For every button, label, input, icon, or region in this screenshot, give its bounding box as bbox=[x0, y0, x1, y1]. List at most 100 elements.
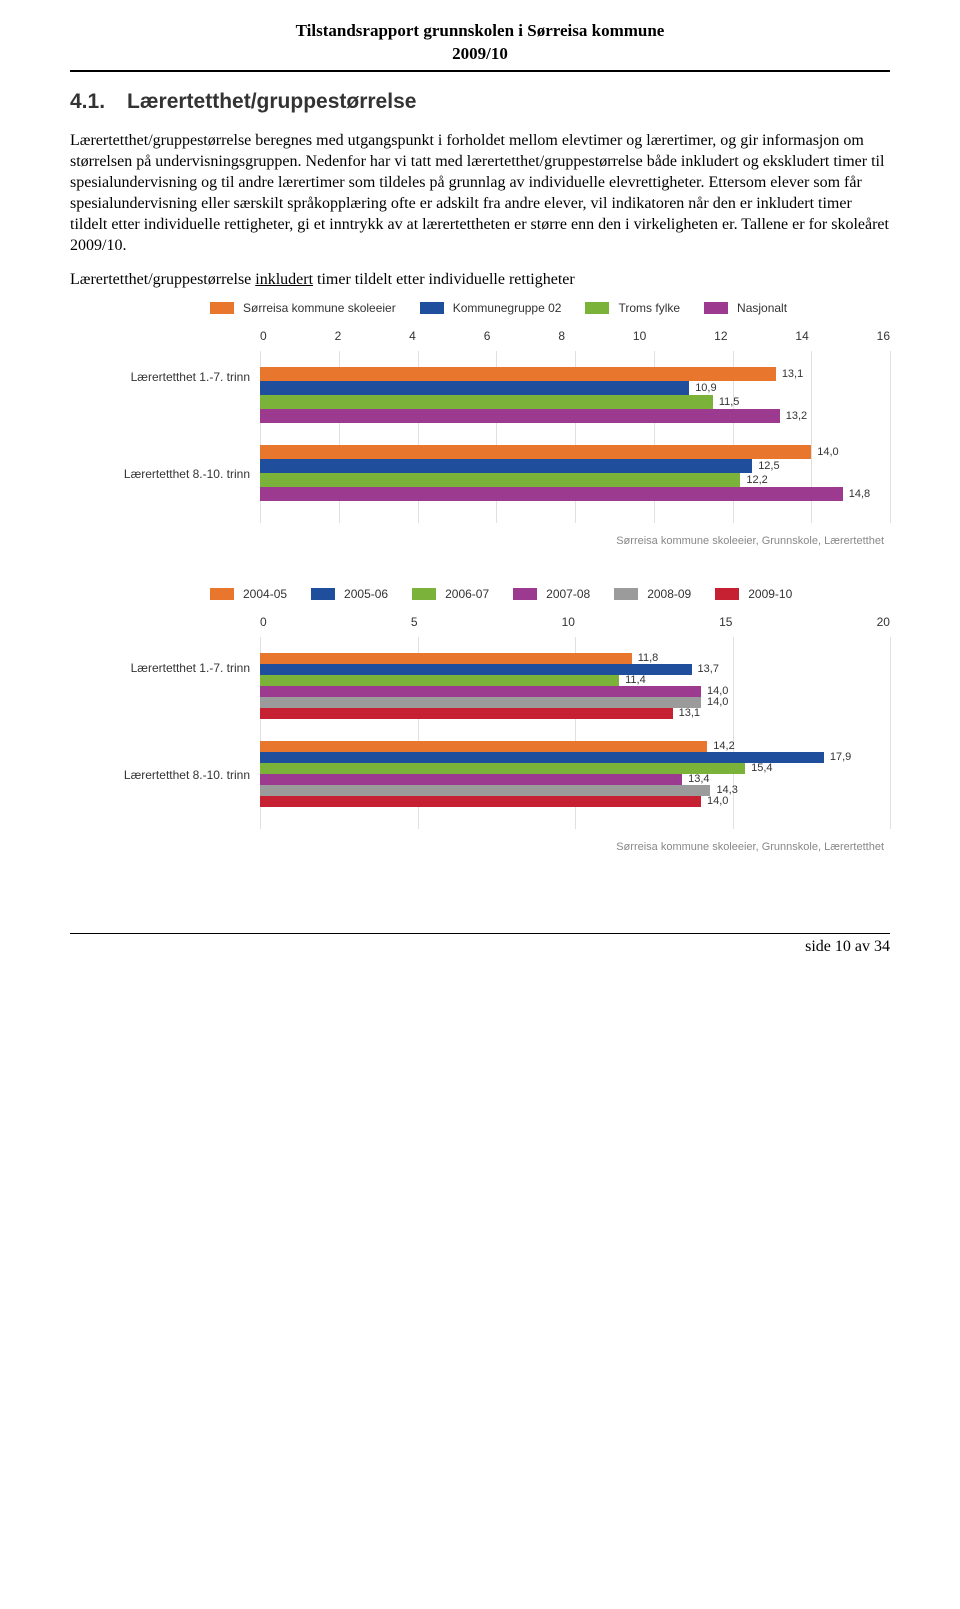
bar: 11,8 bbox=[260, 653, 632, 664]
bar: 13,1 bbox=[260, 367, 776, 381]
legend-swatch bbox=[210, 302, 234, 314]
bar: 17,9 bbox=[260, 752, 824, 763]
x-axis-ticks: 05101520 bbox=[260, 615, 890, 629]
y-axis-label: Lærertetthet 1.-7. trinn bbox=[120, 661, 250, 675]
legend-item: 2006-07 bbox=[412, 587, 489, 601]
x-tick-label: 10 bbox=[562, 615, 575, 629]
bar-group: 11,813,711,414,014,013,1 bbox=[260, 653, 890, 719]
bar: 15,4 bbox=[260, 763, 745, 774]
bar: 14,0 bbox=[260, 686, 701, 697]
bar-row: 11,4 bbox=[260, 675, 890, 686]
x-tick-label: 8 bbox=[558, 329, 565, 343]
plot-area: 024681012141613,110,911,513,214,012,512,… bbox=[260, 329, 890, 523]
x-tick-label: 2 bbox=[335, 329, 342, 343]
bar-value-label: 14,0 bbox=[707, 795, 728, 807]
legend-label: Nasjonalt bbox=[737, 301, 787, 315]
legend-label: 2006-07 bbox=[445, 587, 489, 601]
bar-row: 14,0 bbox=[260, 697, 890, 708]
chart-body: Lærertetthet 1.-7. trinn Lærertetthet 8.-… bbox=[120, 329, 890, 523]
bar-row: 14,8 bbox=[260, 487, 890, 501]
legend-swatch bbox=[210, 588, 234, 600]
page-number: side 10 av 34 bbox=[805, 938, 890, 955]
bar-row: 14,0 bbox=[260, 686, 890, 697]
legend-swatch bbox=[513, 588, 537, 600]
legend-label: Troms fylke bbox=[618, 301, 680, 315]
y-axis-label: Lærertetthet 8.-10. trinn bbox=[120, 467, 250, 481]
bar-value-label: 17,9 bbox=[830, 751, 851, 763]
bar: 11,4 bbox=[260, 675, 619, 686]
x-tick-label: 20 bbox=[877, 615, 890, 629]
sub-heading-underlined: inkludert bbox=[255, 271, 313, 288]
bar-row: 13,7 bbox=[260, 664, 890, 675]
chart-2: 2004-052005-062006-072007-082008-092009-… bbox=[70, 587, 890, 853]
bar-row: 13,1 bbox=[260, 367, 890, 381]
bar: 13,1 bbox=[260, 708, 673, 719]
bar-value-label: 14,0 bbox=[817, 446, 838, 458]
bar: 10,9 bbox=[260, 381, 689, 395]
bar-row: 11,8 bbox=[260, 653, 890, 664]
y-axis-labels: Lærertetthet 1.-7. trinn Lærertetthet 8.-… bbox=[120, 329, 260, 523]
chart-caption: Sørreisa kommune skoleeier, Grunnskole, … bbox=[120, 841, 890, 853]
legend-label: 2008-09 bbox=[647, 587, 691, 601]
bar-row: 13,1 bbox=[260, 708, 890, 719]
legend-item: Kommunegruppe 02 bbox=[420, 301, 562, 315]
legend-swatch bbox=[704, 302, 728, 314]
sub-heading: Lærertetthet/gruppestørrelse inkludert t… bbox=[70, 271, 890, 289]
bar-row: 15,4 bbox=[260, 763, 890, 774]
page-footer: side 10 av 34 bbox=[70, 933, 890, 956]
bar-value-label: 13,1 bbox=[782, 368, 803, 380]
legend-item: Sørreisa kommune skoleeier bbox=[210, 301, 396, 315]
bar-group: 14,217,915,413,414,314,0 bbox=[260, 741, 890, 807]
legend-label: Kommunegruppe 02 bbox=[453, 301, 562, 315]
x-tick-label: 15 bbox=[719, 615, 732, 629]
bar-value-label: 12,2 bbox=[746, 474, 767, 486]
bar-value-label: 14,8 bbox=[849, 488, 870, 500]
sub-heading-suffix: timer tildelt etter individuelle rettigh… bbox=[313, 271, 575, 288]
chart-caption: Sørreisa kommune skoleeier, Grunnskole, … bbox=[120, 535, 890, 547]
bar: 14,0 bbox=[260, 697, 701, 708]
bar-row: 17,9 bbox=[260, 752, 890, 763]
x-axis-ticks: 0246810121416 bbox=[260, 329, 890, 343]
bar-value-label: 11,8 bbox=[638, 652, 659, 664]
bar-row: 10,9 bbox=[260, 381, 890, 395]
bar-value-label: 13,7 bbox=[698, 663, 719, 675]
x-tick-label: 14 bbox=[795, 329, 808, 343]
section-heading: 4.1.Lærertetthet/gruppestørrelse bbox=[70, 90, 890, 114]
y-axis-labels: Lærertetthet 1.-7. trinn Lærertetthet 8.-… bbox=[120, 615, 260, 829]
chart-1: Sørreisa kommune skoleeier Kommunegruppe … bbox=[70, 301, 890, 547]
bar-value-label: 15,4 bbox=[751, 762, 772, 774]
x-tick-label: 12 bbox=[714, 329, 727, 343]
bar-value-label: 14,2 bbox=[713, 740, 734, 752]
legend-item: 2007-08 bbox=[513, 587, 590, 601]
bar: 13,4 bbox=[260, 774, 682, 785]
legend-swatch bbox=[420, 302, 444, 314]
legend-item: Nasjonalt bbox=[704, 301, 787, 315]
legend-swatch bbox=[715, 588, 739, 600]
bar-groups: 13,110,911,513,214,012,512,214,8 bbox=[260, 349, 890, 501]
y-axis-label: Lærertetthet 8.-10. trinn bbox=[120, 768, 250, 782]
bar: 11,5 bbox=[260, 395, 713, 409]
sub-heading-prefix: Lærertetthet/gruppestørrelse bbox=[70, 271, 255, 288]
section-number: 4.1. bbox=[70, 90, 105, 113]
bar-row: 14,2 bbox=[260, 741, 890, 752]
bar: 12,5 bbox=[260, 459, 752, 473]
bar-group: 14,0 12,512,2 14,8 bbox=[260, 445, 890, 501]
plot-area: 0510152011,813,711,414,014,013,114,217,9… bbox=[260, 615, 890, 829]
bar-value-label: 10,9 bbox=[695, 382, 716, 394]
bar-row: 13,2 bbox=[260, 409, 890, 423]
legend-label: 2004-05 bbox=[243, 587, 287, 601]
bar-value-label: 11,5 bbox=[719, 396, 740, 408]
bar: 14,0 bbox=[260, 796, 701, 807]
legend-swatch bbox=[614, 588, 638, 600]
x-tick-label: 0 bbox=[260, 615, 267, 629]
legend-item: 2005-06 bbox=[311, 587, 388, 601]
legend-item: 2008-09 bbox=[614, 587, 691, 601]
bar-row: 14,0 bbox=[260, 796, 890, 807]
bar: 12,2 bbox=[260, 473, 740, 487]
bar-row: 12,2 bbox=[260, 473, 890, 487]
y-axis-label: Lærertetthet 1.-7. trinn bbox=[120, 370, 250, 384]
bar-row: 11,5 bbox=[260, 395, 890, 409]
bar: 13,2 bbox=[260, 409, 780, 423]
bar-value-label: 11,4 bbox=[625, 674, 646, 686]
bar-row: 12,5 bbox=[260, 459, 890, 473]
